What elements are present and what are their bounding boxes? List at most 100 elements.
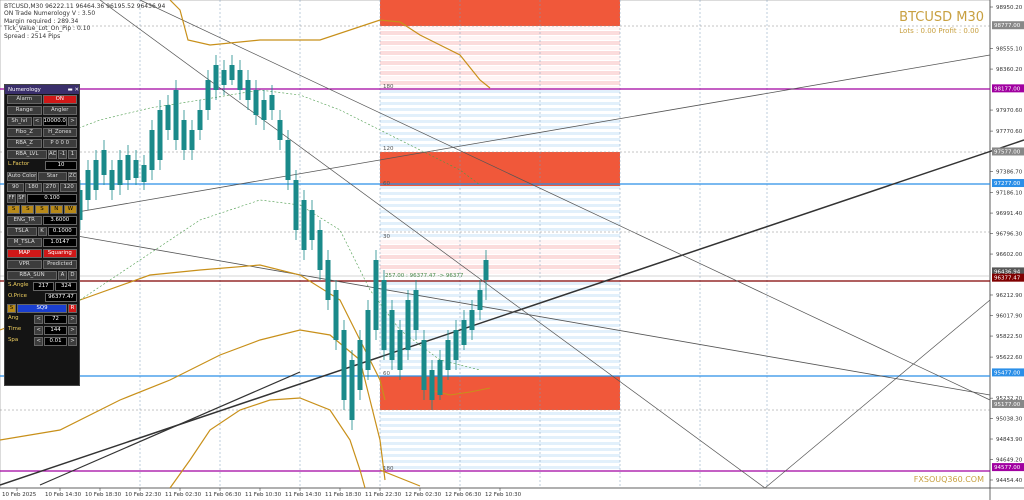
- plus-button[interactable]: >: [68, 117, 77, 126]
- watermark: FXSOUQ360.COM: [913, 475, 984, 484]
- time-label: 10 Feb 18:30: [85, 492, 122, 498]
- auto-color-button[interactable]: Auto Color: [7, 172, 37, 181]
- zone-label-120: 120: [383, 146, 394, 152]
- rba-z-extra[interactable]: P 0 0 0: [42, 139, 77, 148]
- time-label: 11 Feb 22:30: [365, 492, 402, 498]
- ac-button[interactable]: AC: [48, 150, 57, 159]
- r-button[interactable]: R: [68, 304, 77, 313]
- ac-plus[interactable]: 1: [68, 150, 77, 159]
- time-minus[interactable]: <: [34, 326, 44, 335]
- time-label: 11 Feb 02:30: [165, 492, 202, 498]
- minus-button[interactable]: <: [32, 117, 42, 126]
- price-label: 96017.90: [996, 314, 1023, 320]
- info-indicator: ON Trade Numerology V : 3.50: [4, 10, 96, 18]
- zone-blue-lower-stripe: [380, 306, 620, 309]
- ff-value[interactable]: 0.100: [27, 194, 77, 203]
- star-button[interactable]: Star: [37, 172, 67, 181]
- rba-sun-button[interactable]: RBA_SUN: [7, 271, 57, 280]
- m-tsla-button[interactable]: M_TSLA: [7, 238, 42, 247]
- zone-label-low-60: 60: [383, 371, 390, 377]
- fibo-z-button[interactable]: Fibo_Z: [7, 128, 42, 137]
- on-button[interactable]: ON: [42, 95, 77, 104]
- zone-mid-stripe: [380, 260, 620, 264]
- zone-top-stripe: [380, 71, 620, 75]
- spa-minus[interactable]: <: [34, 337, 44, 346]
- candle-body: [157, 110, 163, 160]
- candle-body: [421, 340, 427, 390]
- candle-body: [461, 320, 467, 345]
- sh-lvl-value[interactable]: 10000.00: [42, 117, 67, 126]
- time-label: Time: [8, 326, 22, 332]
- h-zones-button[interactable]: H_Zones: [42, 128, 77, 137]
- angler-button[interactable]: Angler: [42, 106, 77, 115]
- tsla-value[interactable]: 0.1000: [47, 227, 77, 236]
- l-factor-label: L.Factor: [8, 161, 30, 167]
- candle-body: [357, 340, 363, 390]
- sf-button[interactable]: SF: [17, 194, 26, 203]
- price-label: 97186.10: [996, 191, 1023, 197]
- alarm-button[interactable]: Alarm: [7, 95, 42, 104]
- candle-body: [181, 120, 187, 150]
- time-label: 11 Feb 14:30: [285, 492, 322, 498]
- time-plus[interactable]: >: [68, 326, 77, 335]
- vpr-button[interactable]: VPR: [7, 260, 42, 269]
- price-tag-bg: [992, 463, 1024, 472]
- minimize-icon[interactable]: ▬ ✕: [67, 86, 79, 93]
- zone-blue-bottom-stripe: [380, 430, 620, 433]
- s-angle-input-2[interactable]: 324: [55, 282, 77, 291]
- ac-minus[interactable]: -1: [58, 150, 67, 159]
- zone-blue-bottom-stripe: [380, 436, 620, 439]
- angle-180-button[interactable]: 180: [24, 183, 42, 192]
- spa-plus[interactable]: >: [68, 337, 77, 346]
- sh-lvl-button[interactable]: Sh_lvl: [7, 117, 32, 126]
- squaring-button[interactable]: Squaring: [42, 249, 77, 258]
- candle-body: [349, 360, 355, 420]
- tsla-button[interactable]: TSLA: [7, 227, 37, 236]
- candle-body: [437, 360, 443, 395]
- candle-body: [341, 330, 347, 400]
- ff-button[interactable]: FF: [7, 194, 16, 203]
- rba-sun-a[interactable]: A: [58, 271, 67, 280]
- zc-button[interactable]: ZC: [68, 172, 77, 181]
- map-button[interactable]: MAP: [7, 249, 42, 258]
- zone-blue-mid-stripe: [380, 192, 620, 195]
- candle-body: [229, 65, 235, 80]
- spa-label: Spa: [8, 337, 19, 343]
- eng-tr-button[interactable]: ENG_TR: [7, 216, 42, 225]
- s-button[interactable]: S: [7, 304, 16, 313]
- zone-top-stripe: [380, 76, 620, 80]
- m-tsla-value[interactable]: 1.0147: [42, 238, 77, 247]
- s-angle-input[interactable]: 217: [32, 282, 55, 291]
- rba-sun-d[interactable]: D: [68, 271, 77, 280]
- ang-input[interactable]: 72: [44, 315, 67, 324]
- panel-header[interactable]: Numerology ▬ ✕: [5, 85, 79, 94]
- l-factor-input[interactable]: 10: [45, 161, 77, 170]
- angle-270-button[interactable]: 270: [42, 183, 60, 192]
- envelope-upper: [169, 0, 491, 89]
- price-tag-bg: [992, 84, 1024, 93]
- price-label: 98555.10: [996, 47, 1023, 53]
- candle-body: [253, 90, 259, 115]
- o-price-input[interactable]: 96377.47: [45, 293, 77, 302]
- angle-90-button[interactable]: 90: [7, 183, 24, 192]
- candle-body: [277, 120, 283, 140]
- ang-plus[interactable]: >: [68, 315, 77, 324]
- tsla-k[interactable]: K: [37, 227, 47, 236]
- spa-input[interactable]: 0.01: [44, 337, 67, 346]
- eng-tr-value[interactable]: 3.6000: [42, 216, 77, 225]
- range-button[interactable]: Range: [7, 106, 42, 115]
- time-input[interactable]: 144: [44, 326, 67, 335]
- predicted-button[interactable]: Predicted: [42, 260, 77, 269]
- zone-top-stripe: [380, 26, 620, 30]
- rba-lvl-button[interactable]: RBA_LVL: [7, 150, 47, 159]
- price-label: 94843.90: [996, 437, 1023, 443]
- zone-top-stripe: [380, 56, 620, 60]
- sq9-button[interactable]: SQ9: [17, 304, 67, 313]
- angle-120-button[interactable]: 120: [60, 183, 77, 192]
- candle-body: [429, 370, 435, 400]
- ang-minus[interactable]: <: [34, 315, 44, 324]
- rba-z-button[interactable]: RBA_Z: [7, 139, 42, 148]
- candle-body: [317, 230, 323, 270]
